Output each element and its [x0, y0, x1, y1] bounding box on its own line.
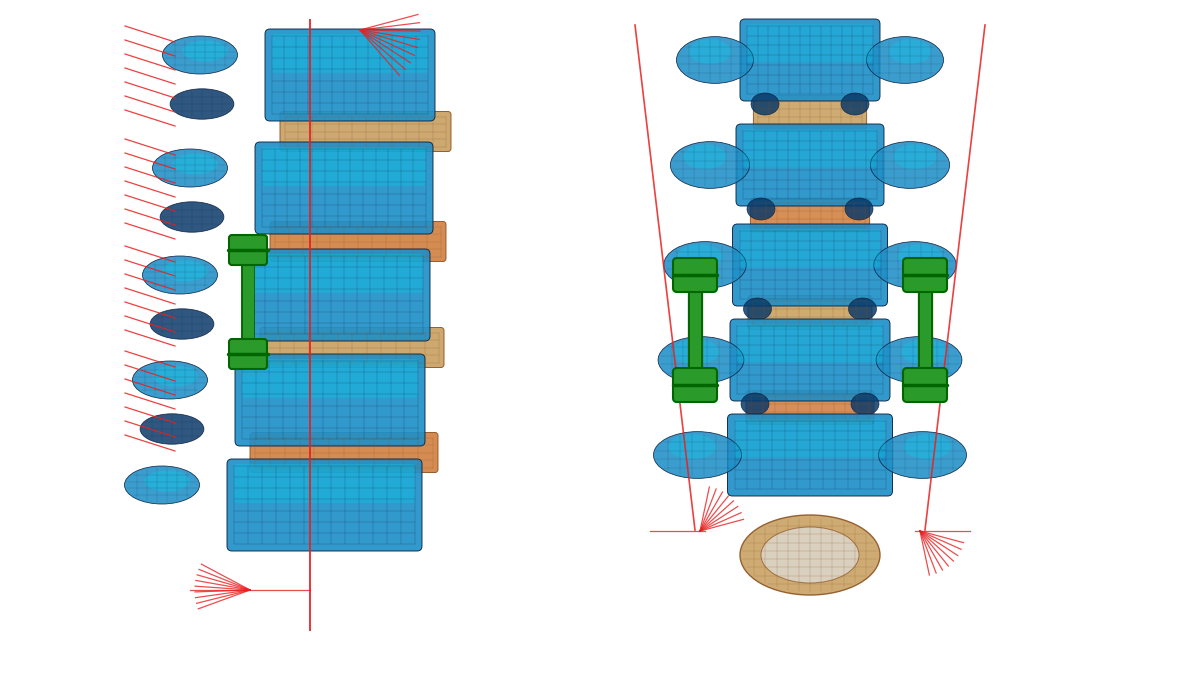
FancyBboxPatch shape — [727, 414, 893, 496]
Ellipse shape — [889, 39, 931, 64]
Ellipse shape — [684, 144, 727, 169]
FancyBboxPatch shape — [748, 296, 872, 329]
Ellipse shape — [173, 153, 217, 174]
FancyBboxPatch shape — [673, 368, 718, 402]
FancyBboxPatch shape — [732, 224, 888, 306]
Ellipse shape — [689, 39, 731, 64]
Ellipse shape — [668, 435, 716, 459]
Ellipse shape — [162, 261, 208, 281]
FancyBboxPatch shape — [904, 258, 947, 292]
FancyBboxPatch shape — [227, 459, 422, 551]
Ellipse shape — [874, 242, 956, 288]
Ellipse shape — [144, 470, 190, 491]
FancyBboxPatch shape — [736, 124, 884, 206]
FancyBboxPatch shape — [229, 235, 266, 265]
Ellipse shape — [848, 298, 876, 320]
FancyBboxPatch shape — [250, 433, 438, 472]
Ellipse shape — [845, 198, 874, 220]
Ellipse shape — [140, 414, 204, 444]
FancyBboxPatch shape — [256, 142, 433, 234]
FancyBboxPatch shape — [265, 29, 436, 121]
Ellipse shape — [900, 340, 948, 364]
FancyBboxPatch shape — [673, 258, 718, 292]
Ellipse shape — [152, 366, 198, 387]
Ellipse shape — [851, 393, 878, 415]
FancyBboxPatch shape — [262, 147, 426, 186]
FancyBboxPatch shape — [280, 111, 451, 151]
FancyBboxPatch shape — [252, 254, 424, 293]
Ellipse shape — [893, 144, 937, 169]
FancyBboxPatch shape — [754, 95, 866, 130]
FancyBboxPatch shape — [730, 319, 890, 401]
Ellipse shape — [904, 435, 952, 459]
FancyBboxPatch shape — [734, 419, 886, 458]
Ellipse shape — [654, 431, 742, 479]
Ellipse shape — [150, 308, 214, 340]
Ellipse shape — [742, 393, 769, 415]
FancyBboxPatch shape — [746, 24, 874, 62]
FancyBboxPatch shape — [234, 464, 415, 503]
FancyBboxPatch shape — [245, 249, 430, 341]
Ellipse shape — [744, 298, 772, 320]
Ellipse shape — [658, 337, 744, 383]
FancyBboxPatch shape — [737, 324, 883, 362]
FancyBboxPatch shape — [229, 339, 266, 369]
Ellipse shape — [143, 256, 217, 294]
Ellipse shape — [152, 149, 228, 187]
Ellipse shape — [673, 340, 720, 364]
FancyBboxPatch shape — [750, 198, 870, 232]
FancyBboxPatch shape — [746, 391, 874, 425]
Ellipse shape — [160, 202, 224, 232]
FancyBboxPatch shape — [739, 229, 881, 267]
FancyBboxPatch shape — [260, 327, 444, 367]
Ellipse shape — [678, 244, 722, 269]
Ellipse shape — [751, 93, 779, 115]
FancyBboxPatch shape — [242, 359, 418, 398]
FancyBboxPatch shape — [743, 129, 877, 167]
Ellipse shape — [664, 242, 746, 288]
FancyBboxPatch shape — [235, 354, 425, 446]
Ellipse shape — [898, 244, 942, 269]
Ellipse shape — [870, 142, 949, 188]
Ellipse shape — [162, 36, 238, 74]
FancyBboxPatch shape — [904, 368, 947, 402]
Ellipse shape — [125, 466, 199, 504]
Ellipse shape — [182, 40, 228, 61]
Ellipse shape — [671, 142, 750, 188]
FancyBboxPatch shape — [740, 19, 880, 101]
Ellipse shape — [876, 337, 962, 383]
Ellipse shape — [677, 36, 754, 84]
Ellipse shape — [170, 89, 234, 119]
FancyBboxPatch shape — [272, 34, 428, 73]
Ellipse shape — [746, 198, 775, 220]
Ellipse shape — [866, 36, 943, 84]
Ellipse shape — [841, 93, 869, 115]
Ellipse shape — [132, 361, 208, 399]
FancyBboxPatch shape — [270, 221, 446, 261]
Ellipse shape — [878, 431, 966, 479]
Ellipse shape — [761, 527, 859, 583]
Ellipse shape — [740, 515, 880, 595]
